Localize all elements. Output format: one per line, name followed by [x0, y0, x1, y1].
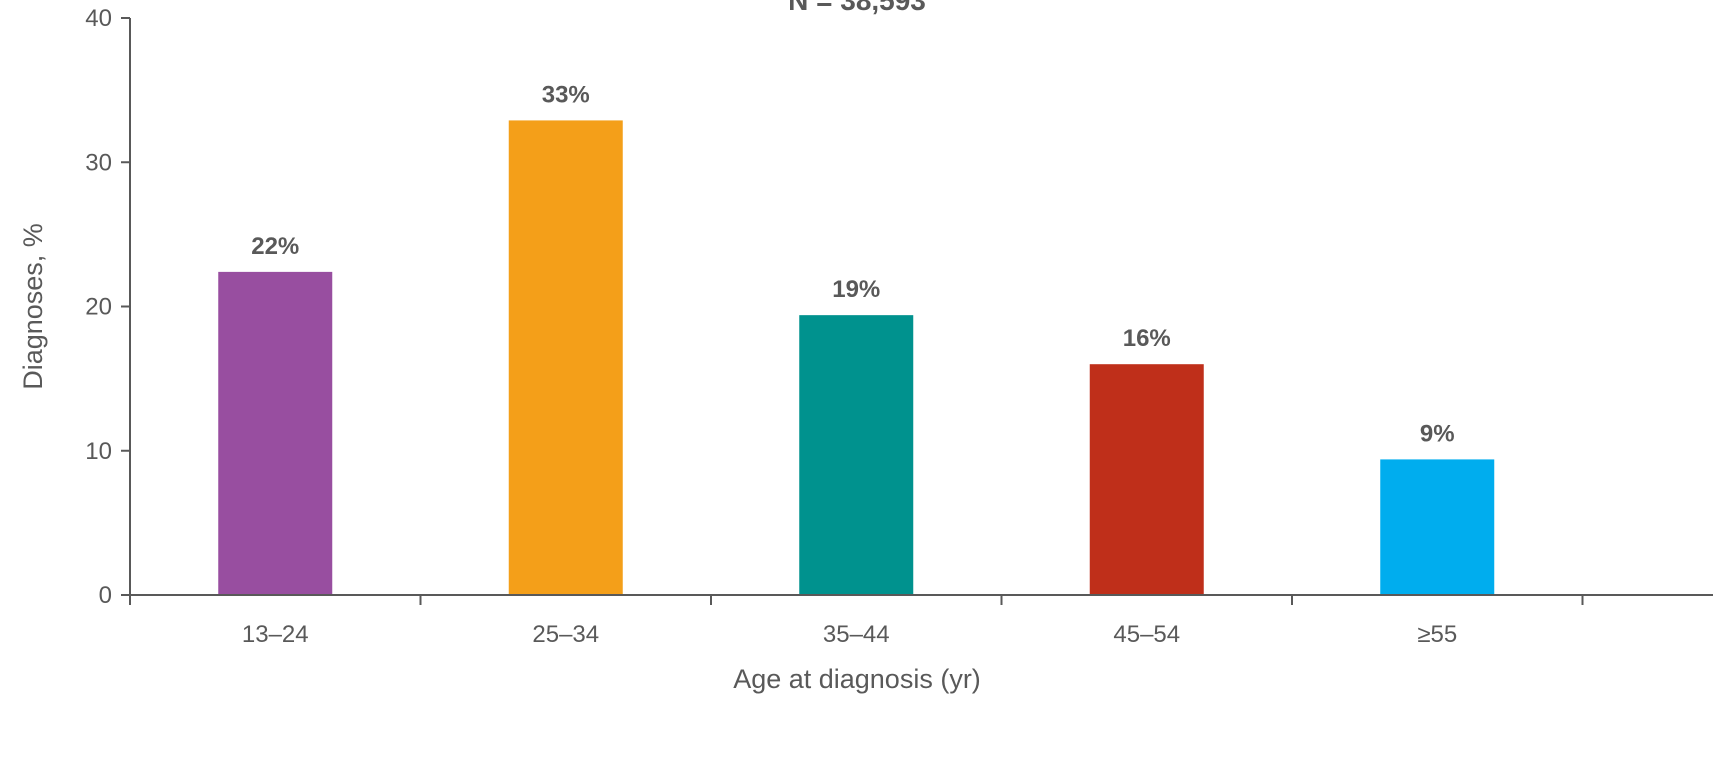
- bar: [799, 315, 914, 595]
- bar: [1380, 459, 1495, 595]
- x-tick-label: 35–44: [823, 621, 890, 648]
- y-tick-label: 0: [99, 582, 112, 609]
- bar-value-label: 16%: [1123, 325, 1171, 352]
- bar-value-label: 19%: [832, 276, 880, 303]
- y-tick-label: 30: [85, 149, 112, 176]
- bar-value-label: 33%: [542, 81, 590, 108]
- bars: [218, 120, 1495, 595]
- x-tick-label: 25–34: [532, 621, 599, 648]
- x-tick-label: 45–54: [1113, 621, 1180, 648]
- bar-value-label: 9%: [1420, 420, 1455, 447]
- bar-value-label: 22%: [251, 233, 299, 260]
- y-tick-label: 20: [85, 294, 112, 321]
- x-tick-label: 13–24: [242, 621, 309, 648]
- bar: [1089, 364, 1204, 595]
- y-tick-label: 10: [85, 438, 112, 465]
- x-tick-label: ≥55: [1417, 621, 1457, 648]
- chart-title: N = 38,593: [788, 0, 926, 16]
- x-axis-title: Age at diagnosis (yr): [733, 664, 981, 694]
- bar: [508, 120, 623, 595]
- data-labels: 22% 33% 19% 16% 9%: [251, 81, 1454, 447]
- bar: [218, 271, 333, 595]
- x-axis-ticks: 13–24 25–34 35–44 45–54 ≥55: [129, 595, 1584, 648]
- y-axis-ticks: 0 10 20 30 40: [85, 5, 130, 609]
- y-tick-label: 40: [85, 5, 112, 32]
- y-axis-title: Diagnoses, %: [18, 223, 48, 390]
